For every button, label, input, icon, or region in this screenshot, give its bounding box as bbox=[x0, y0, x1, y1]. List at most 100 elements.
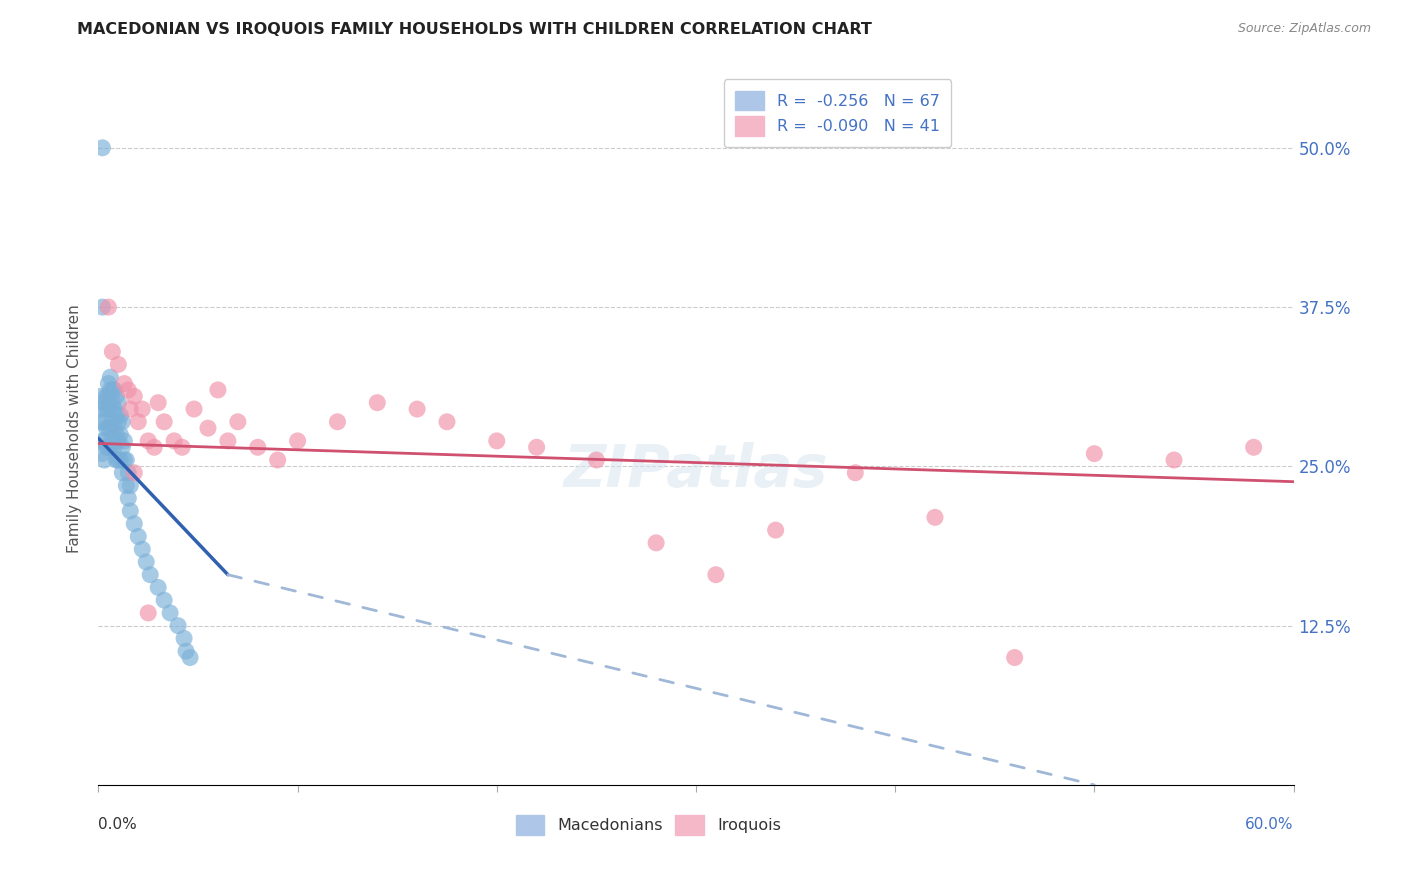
Point bbox=[131, 402, 153, 417]
Point bbox=[96, 389, 118, 403]
Point bbox=[197, 421, 219, 435]
Point bbox=[112, 376, 135, 391]
Point bbox=[924, 510, 946, 524]
Point bbox=[148, 581, 170, 595]
Point bbox=[153, 415, 176, 429]
Point bbox=[117, 491, 139, 506]
Legend: Macedonians, Iroquois: Macedonians, Iroquois bbox=[509, 809, 787, 841]
Point bbox=[107, 358, 129, 372]
Point bbox=[107, 415, 129, 429]
Point bbox=[1163, 453, 1185, 467]
Point bbox=[98, 383, 122, 397]
Point bbox=[585, 453, 607, 467]
Text: ZIPatlas: ZIPatlas bbox=[564, 442, 828, 500]
Point bbox=[173, 632, 195, 646]
Point bbox=[107, 434, 129, 448]
Point bbox=[91, 402, 114, 417]
Point bbox=[110, 453, 132, 467]
Point bbox=[124, 389, 146, 403]
Point bbox=[115, 478, 138, 492]
Point bbox=[112, 453, 135, 467]
Point bbox=[485, 434, 508, 448]
Point bbox=[96, 440, 118, 454]
Point bbox=[704, 567, 727, 582]
Point bbox=[101, 344, 124, 359]
Point bbox=[183, 402, 205, 417]
Point bbox=[107, 395, 129, 409]
Point bbox=[110, 409, 132, 423]
Point bbox=[326, 415, 349, 429]
Point bbox=[101, 434, 124, 448]
Point bbox=[112, 434, 135, 448]
Point bbox=[110, 427, 132, 442]
Point bbox=[91, 434, 114, 448]
Point bbox=[111, 440, 134, 454]
Point bbox=[101, 383, 124, 397]
Point bbox=[93, 415, 115, 429]
Point bbox=[103, 402, 125, 417]
Point bbox=[117, 383, 139, 397]
Point bbox=[93, 453, 115, 467]
Point bbox=[267, 453, 290, 467]
Point bbox=[120, 402, 142, 417]
Point bbox=[91, 300, 114, 314]
Point bbox=[97, 376, 120, 391]
Point bbox=[143, 440, 166, 454]
Point bbox=[97, 440, 120, 454]
Point bbox=[97, 300, 120, 314]
Point bbox=[167, 618, 190, 632]
Point bbox=[179, 650, 201, 665]
Point bbox=[148, 395, 170, 409]
Text: Source: ZipAtlas.com: Source: ZipAtlas.com bbox=[1237, 22, 1371, 36]
Text: 60.0%: 60.0% bbox=[1246, 817, 1294, 832]
Point bbox=[765, 523, 787, 537]
Point bbox=[101, 395, 124, 409]
Point bbox=[93, 395, 115, 409]
Point bbox=[117, 466, 139, 480]
Point bbox=[174, 644, 197, 658]
Point bbox=[91, 447, 114, 461]
Y-axis label: Family Households with Children: Family Households with Children bbox=[67, 304, 83, 552]
Point bbox=[366, 395, 388, 409]
Point bbox=[93, 434, 115, 448]
Point bbox=[98, 421, 122, 435]
Point bbox=[226, 415, 249, 429]
Point bbox=[105, 409, 128, 423]
Point bbox=[101, 415, 124, 429]
Point bbox=[97, 421, 120, 435]
Point bbox=[287, 434, 309, 448]
Point bbox=[115, 453, 138, 467]
Point bbox=[645, 536, 668, 550]
Point bbox=[105, 453, 128, 467]
Point bbox=[111, 415, 134, 429]
Point bbox=[97, 389, 120, 403]
Point bbox=[526, 440, 548, 454]
Text: MACEDONIAN VS IROQUOIS FAMILY HOUSEHOLDS WITH CHILDREN CORRELATION CHART: MACEDONIAN VS IROQUOIS FAMILY HOUSEHOLDS… bbox=[77, 22, 872, 37]
Text: 0.0%: 0.0% bbox=[98, 817, 138, 832]
Point bbox=[105, 427, 128, 442]
Point bbox=[124, 516, 146, 531]
Point bbox=[217, 434, 239, 448]
Point bbox=[136, 434, 159, 448]
Point bbox=[97, 402, 120, 417]
Point bbox=[135, 555, 157, 569]
Point bbox=[159, 606, 181, 620]
Point bbox=[406, 402, 429, 417]
Point bbox=[139, 567, 162, 582]
Point bbox=[1243, 440, 1265, 454]
Point bbox=[1083, 447, 1105, 461]
Point bbox=[246, 440, 269, 454]
Point bbox=[124, 466, 146, 480]
Point bbox=[163, 434, 186, 448]
Point bbox=[120, 504, 142, 518]
Point bbox=[136, 606, 159, 620]
Point bbox=[120, 478, 142, 492]
Point bbox=[127, 415, 149, 429]
Point bbox=[436, 415, 458, 429]
Point bbox=[207, 383, 229, 397]
Point bbox=[105, 389, 128, 403]
Point bbox=[103, 421, 125, 435]
Point bbox=[103, 440, 125, 454]
Point bbox=[96, 402, 118, 417]
Point bbox=[98, 440, 122, 454]
